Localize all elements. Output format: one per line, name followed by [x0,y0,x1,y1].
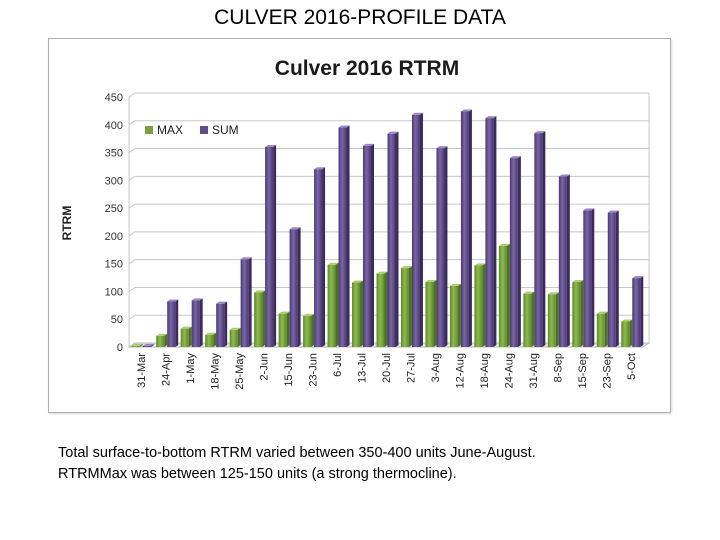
bar-sum-27-Jul [411,112,423,348]
y-tick-label: 350 [105,148,123,160]
gridline [128,120,649,126]
y-tick-label: 300 [105,175,123,187]
bar-sum-23-Jun [314,167,326,347]
bar-sum-18-May [216,301,228,347]
bar-sum-23-Sep [607,210,619,347]
bar-max-12-Aug [449,283,461,347]
bar-sum-18-Aug [485,116,497,347]
gridline [128,92,649,98]
gridline [128,259,649,265]
y-axis-label: RTRM [60,206,74,241]
bar-sum-25-May [240,257,252,347]
bar-sum-24-Aug [509,156,521,347]
x-tick-label: 24-Aug [503,353,515,388]
y-tick-label: 250 [105,203,123,215]
bar-max-18-Aug [474,263,486,347]
bar-max-27-Jul [400,266,412,347]
bars [131,109,644,348]
bar-max-8-Sep [547,292,559,347]
x-tick-label: 31-Mar [136,353,148,388]
bar-sum-13-Jul [363,143,375,347]
bar-max-18-May [205,332,217,347]
x-tick-label: 5-Oct [626,353,638,380]
y-tick-labels: 0 50 100 150 200 250 300 350 400 450 [105,92,123,354]
x-tick-labels: 31-Mar 24-Apr 1-May 18-May 25-May 2-Jun 15-Jun… [136,353,638,390]
bar-sum-24-Apr [167,299,179,347]
bar-sum-2-Jun [265,145,277,347]
y-tick-label: 450 [105,92,123,104]
bar-max-20-Jul [376,271,388,347]
bar-max-5-Oct [621,319,633,347]
bar-max-2-Jun [254,290,266,347]
caption: Total surface-to-bottom RTRM varied betw… [58,443,698,485]
x-tick-label: 20-Jul [381,353,393,383]
gridline [128,231,649,237]
x-tick-label: 6-Jul [332,353,344,377]
y-tick-label: 100 [105,286,123,298]
bar-max-23-Jun [303,313,315,347]
x-tick-label: 27-Jul [405,353,417,383]
y-tick-label: 0 [117,342,123,354]
bar-sum-12-Aug [460,109,472,347]
chart-frame: Culver 2016 RTRM RTRM 0 50 100 150 200 250 300… [48,38,671,413]
bar-sum-6-Jul [338,125,350,347]
x-tick-label: 8-Sep [552,353,564,382]
x-tick-label: 12-Aug [454,353,466,388]
legend-label-sum: SUM [212,123,239,137]
bar-sum-1-May [191,298,203,347]
gridline [128,175,649,181]
bar-max-15-Sep [572,280,584,347]
y-tick-label: 400 [105,120,123,132]
x-tick-label: 23-Sep [601,353,613,388]
legend-swatch-sum [200,126,208,134]
bar-max-13-Jul [352,280,364,347]
y-tick-label: 200 [105,231,123,243]
bar-max-31-Mar [131,343,143,347]
x-tick-label: 15-Sep [577,353,589,388]
caption-line-2: RTRMMax was between 125-150 units (a str… [58,466,457,482]
chart-title: Culver 2016 RTRM [275,57,459,80]
bar-max-23-Sep [596,311,608,347]
bar-sum-20-Jul [387,131,399,347]
bar-sum-15-Sep [583,208,595,347]
bar-sum-31-Mar [142,343,154,347]
rtrm-bar-chart: Culver 2016 RTRM RTRM 0 50 100 150 200 250 300… [60,57,651,390]
x-tick-label: 1-May [185,353,197,384]
bar-max-24-Apr [156,333,168,347]
bar-max-6-Jul [327,262,339,347]
bar-max-24-Aug [498,243,510,347]
x-tick-label: 31-Aug [528,353,540,388]
x-tick-label: 2-Jun [259,353,271,381]
x-tick-label: 24-Apr [161,353,173,386]
x-tick-label: 15-Jun [283,353,295,387]
bar-sum-15-Jun [289,227,301,347]
x-tick-label: 23-Jun [308,353,320,387]
x-tick-label: 3-Aug [430,353,442,382]
x-tick-label: 13-Jul [357,353,369,383]
bar-sum-31-Aug [534,131,546,347]
y-tick-label: 150 [105,259,123,271]
caption-line-1: Total surface-to-bottom RTRM varied betw… [58,445,536,461]
legend-label-max: MAX [157,123,183,137]
y-tick-label: 50 [111,314,123,326]
bar-max-31-Aug [523,291,535,347]
bar-sum-5-Oct [632,276,644,347]
gridline [128,203,649,209]
bar-max-1-May [180,326,192,347]
bar-max-15-Jun [278,311,290,347]
gridline [128,148,649,153]
x-tick-label: 25-May [234,353,246,390]
x-tick-label: 18-May [210,353,222,390]
bar-sum-8-Sep [558,174,570,347]
bar-max-3-Aug [425,280,437,347]
slide-title: CULVER 2016-PROFILE DATA [214,6,506,29]
legend-swatch-max [145,126,153,134]
x-tick-label: 18-Aug [479,353,491,388]
bar-sum-3-Aug [436,146,448,347]
legend: MAX SUM [145,123,239,137]
bar-max-25-May [229,327,241,347]
